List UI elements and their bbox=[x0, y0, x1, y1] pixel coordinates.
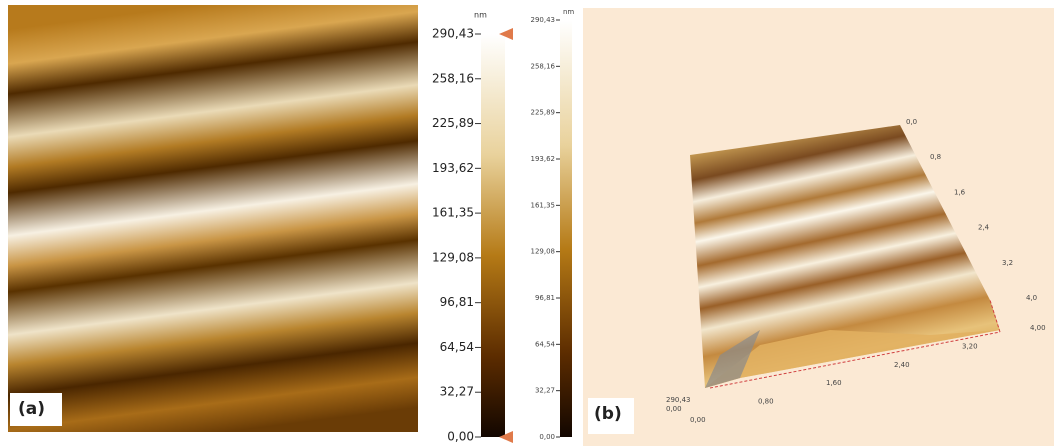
colorbar-tick-label: 193,62 bbox=[531, 155, 556, 163]
y-axis-label: 0,8 bbox=[930, 153, 941, 161]
panel-label: (b) bbox=[594, 404, 622, 424]
colorbar-tick-label: 193,62 bbox=[432, 161, 474, 175]
y-axis-label: 4,0 bbox=[1026, 294, 1037, 302]
colorbar-tick-label: 129,08 bbox=[432, 250, 474, 264]
panel-label: (a) bbox=[18, 399, 45, 419]
z-axis-label: 0,00 bbox=[666, 405, 682, 413]
colorbar-tick-label: 290,43 bbox=[531, 16, 556, 24]
figure: (a) nm nm (b) 290,43 258,16 225,89 193,62 16… bbox=[0, 0, 1054, 446]
colorbar-tick-label: 64,54 bbox=[440, 340, 474, 354]
x-axis-label: 0,80 bbox=[758, 398, 774, 406]
colorbar-tick-label: 64,54 bbox=[535, 340, 556, 348]
x-axis-label: 1,60 bbox=[826, 379, 842, 387]
y-axis-label: 2,4 bbox=[978, 224, 990, 232]
colorbar bbox=[481, 34, 505, 437]
colorbar-unit: nm bbox=[563, 8, 574, 16]
colorbar-tick-label: 258,16 bbox=[432, 71, 474, 85]
colorbar-tick-label: 0,00 bbox=[447, 430, 474, 444]
x-axis-label: 0,00 bbox=[690, 416, 706, 424]
colorbar-tick-label: 161,35 bbox=[531, 201, 556, 209]
colorbar-tick-label: 161,35 bbox=[432, 206, 474, 220]
y-axis-label: 3,2 bbox=[1002, 259, 1013, 267]
y-axis-label: 0,0 bbox=[906, 118, 917, 126]
colorbar-tick-label: 290,43 bbox=[432, 27, 474, 41]
colorbar-tick-label: 0,00 bbox=[539, 433, 555, 441]
x-axis-label: 3,20 bbox=[962, 342, 978, 350]
colorbar-tick-label: 258,16 bbox=[531, 62, 556, 70]
x-axis-label: 4,00 bbox=[1030, 324, 1046, 332]
colorbar-tick-label: 225,89 bbox=[432, 116, 474, 130]
colorbar-tick-label: 129,08 bbox=[531, 248, 556, 256]
colorbar-small bbox=[560, 20, 572, 437]
colorbar-tick-label: 225,89 bbox=[531, 109, 556, 117]
colorbar-tick-label: 96,81 bbox=[440, 295, 474, 309]
colorbar-unit: nm bbox=[474, 11, 487, 20]
y-axis-label: 1,6 bbox=[954, 188, 966, 196]
x-axis-label: 2,40 bbox=[894, 361, 910, 369]
afm-image bbox=[8, 5, 418, 432]
colorbar-tick-label: 96,81 bbox=[535, 294, 555, 302]
colorbar-tick-label: 32,27 bbox=[440, 385, 474, 399]
colorbar-tick-label: 32,27 bbox=[535, 387, 555, 395]
z-axis-label: 290,43 bbox=[666, 396, 691, 404]
